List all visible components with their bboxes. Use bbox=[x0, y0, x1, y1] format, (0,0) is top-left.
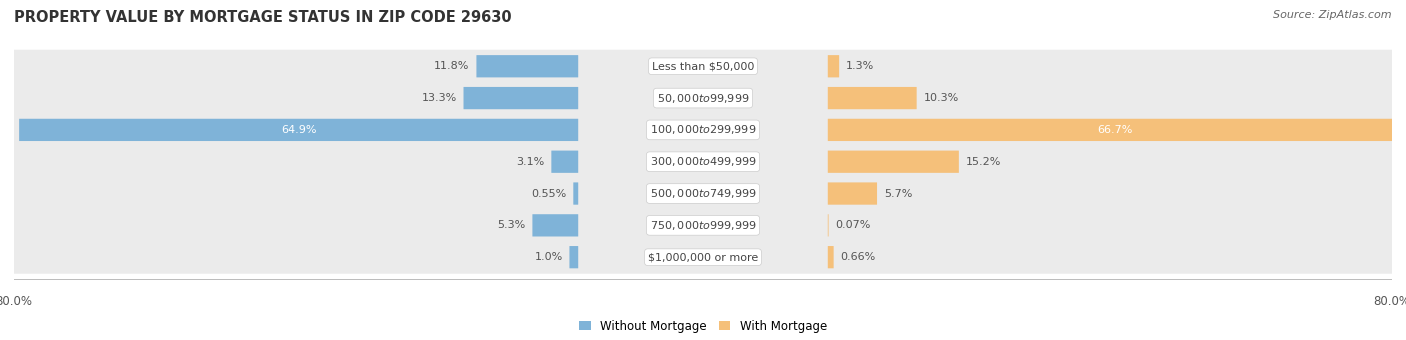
FancyBboxPatch shape bbox=[14, 177, 1392, 210]
Legend: Without Mortgage, With Mortgage: Without Mortgage, With Mortgage bbox=[574, 315, 832, 338]
Text: 1.3%: 1.3% bbox=[846, 61, 875, 71]
FancyBboxPatch shape bbox=[828, 151, 959, 173]
FancyBboxPatch shape bbox=[551, 151, 578, 173]
Text: Source: ZipAtlas.com: Source: ZipAtlas.com bbox=[1274, 10, 1392, 20]
FancyBboxPatch shape bbox=[828, 87, 917, 109]
FancyBboxPatch shape bbox=[569, 246, 578, 268]
FancyBboxPatch shape bbox=[14, 113, 1392, 147]
Text: 5.7%: 5.7% bbox=[884, 189, 912, 199]
FancyBboxPatch shape bbox=[14, 50, 1392, 83]
Text: 0.66%: 0.66% bbox=[841, 252, 876, 262]
Text: 0.07%: 0.07% bbox=[835, 220, 870, 231]
Text: 10.3%: 10.3% bbox=[924, 93, 959, 103]
Text: 3.1%: 3.1% bbox=[516, 157, 544, 167]
Text: $50,000 to $99,999: $50,000 to $99,999 bbox=[657, 91, 749, 105]
Text: 0.55%: 0.55% bbox=[531, 189, 567, 199]
Text: 1.0%: 1.0% bbox=[534, 252, 562, 262]
FancyBboxPatch shape bbox=[14, 82, 1392, 115]
Text: 64.9%: 64.9% bbox=[281, 125, 316, 135]
FancyBboxPatch shape bbox=[14, 209, 1392, 242]
Text: 13.3%: 13.3% bbox=[422, 93, 457, 103]
FancyBboxPatch shape bbox=[828, 182, 877, 205]
Text: 66.7%: 66.7% bbox=[1098, 125, 1133, 135]
FancyBboxPatch shape bbox=[828, 55, 839, 78]
Text: 5.3%: 5.3% bbox=[498, 220, 526, 231]
FancyBboxPatch shape bbox=[14, 145, 1392, 178]
FancyBboxPatch shape bbox=[464, 87, 578, 109]
FancyBboxPatch shape bbox=[574, 182, 578, 205]
Text: PROPERTY VALUE BY MORTGAGE STATUS IN ZIP CODE 29630: PROPERTY VALUE BY MORTGAGE STATUS IN ZIP… bbox=[14, 10, 512, 25]
FancyBboxPatch shape bbox=[533, 214, 578, 237]
FancyBboxPatch shape bbox=[14, 241, 1392, 274]
Text: 11.8%: 11.8% bbox=[434, 61, 470, 71]
Text: $300,000 to $499,999: $300,000 to $499,999 bbox=[650, 155, 756, 168]
FancyBboxPatch shape bbox=[828, 119, 1402, 141]
Text: $500,000 to $749,999: $500,000 to $749,999 bbox=[650, 187, 756, 200]
FancyBboxPatch shape bbox=[477, 55, 578, 78]
Text: $750,000 to $999,999: $750,000 to $999,999 bbox=[650, 219, 756, 232]
FancyBboxPatch shape bbox=[20, 119, 578, 141]
FancyBboxPatch shape bbox=[828, 246, 834, 268]
Text: 15.2%: 15.2% bbox=[966, 157, 1001, 167]
Text: Less than $50,000: Less than $50,000 bbox=[652, 61, 754, 71]
Text: $100,000 to $299,999: $100,000 to $299,999 bbox=[650, 123, 756, 136]
Text: $1,000,000 or more: $1,000,000 or more bbox=[648, 252, 758, 262]
